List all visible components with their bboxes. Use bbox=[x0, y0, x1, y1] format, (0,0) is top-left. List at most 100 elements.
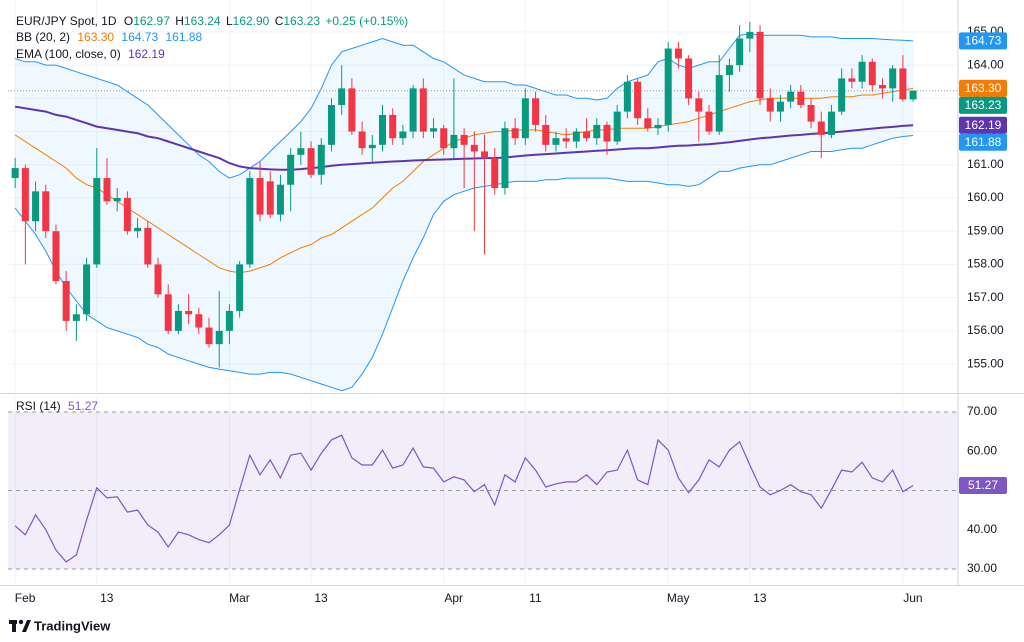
candle-body bbox=[511, 128, 519, 139]
candle-body bbox=[766, 98, 774, 112]
candle-body bbox=[246, 178, 254, 265]
candle-body bbox=[62, 281, 70, 321]
candle-body bbox=[827, 111, 835, 135]
candle-body bbox=[409, 88, 417, 132]
candle-body bbox=[776, 101, 784, 112]
candle-body bbox=[358, 131, 366, 149]
candle-body bbox=[787, 91, 795, 102]
indicator-line bbox=[14, 135, 914, 392]
price-badge bbox=[959, 96, 1007, 114]
price-badge bbox=[959, 32, 1007, 50]
candle-body bbox=[807, 104, 815, 122]
price-badge-label: 164.73 bbox=[965, 34, 1002, 48]
candle-body bbox=[552, 138, 560, 145]
candle-body bbox=[52, 231, 60, 282]
candle-body bbox=[236, 264, 244, 311]
logo-part bbox=[18, 619, 24, 625]
candle-body bbox=[195, 314, 203, 328]
candle-body bbox=[583, 131, 591, 139]
indicator-value: 51.27 bbox=[68, 399, 98, 413]
candle-body bbox=[481, 151, 489, 159]
candle-body bbox=[736, 38, 744, 66]
candle-body bbox=[378, 114, 386, 145]
x-tick-label: 13 bbox=[753, 591, 767, 605]
indicator-value: 163.30 bbox=[77, 30, 114, 44]
indicator-value: 161.88 bbox=[165, 30, 202, 44]
candle-body bbox=[287, 154, 295, 185]
candle-body bbox=[664, 48, 672, 125]
candle-body bbox=[338, 88, 346, 105]
candle-body bbox=[858, 61, 866, 82]
x-tick-label: 13 bbox=[100, 591, 114, 605]
price-badge-label: 161.88 bbox=[965, 135, 1002, 149]
x-tick-label: Feb bbox=[15, 591, 36, 605]
candle-body bbox=[440, 128, 448, 149]
x-tick-label: 11 bbox=[529, 591, 542, 605]
candle-body bbox=[797, 91, 805, 105]
ema-legend: EMA (100, close, 0) 162.19 bbox=[16, 47, 165, 61]
price-badge-label: 163.30 bbox=[965, 81, 1002, 95]
candle-body bbox=[225, 310, 233, 331]
candle-body bbox=[746, 31, 754, 39]
candle-body bbox=[756, 31, 764, 99]
candle-body bbox=[848, 78, 856, 82]
candle-body bbox=[42, 191, 50, 232]
ohlc-key: C bbox=[275, 14, 284, 28]
candle-body bbox=[164, 294, 172, 331]
candle-body bbox=[878, 85, 886, 89]
y-tick-label: 159.00 bbox=[967, 223, 1004, 237]
y-tick-label: 70.00 bbox=[967, 404, 997, 418]
candle-body bbox=[72, 314, 80, 321]
candle-body bbox=[623, 81, 631, 112]
candle-body bbox=[450, 134, 458, 149]
candle-body bbox=[174, 310, 182, 331]
candle-body bbox=[470, 144, 478, 152]
logo-part bbox=[12, 620, 16, 632]
candle-body bbox=[654, 124, 662, 129]
indicator-name: BB (20, 2) bbox=[16, 30, 70, 44]
chart-title: EUR/JPY Spot, 1D bbox=[16, 14, 117, 28]
y-tick-label: 60.00 bbox=[967, 443, 997, 457]
candle-body bbox=[317, 144, 325, 175]
candle-body bbox=[430, 128, 438, 132]
ohlc-value: 163.23 bbox=[283, 14, 320, 28]
candle-body bbox=[868, 61, 876, 86]
candle-body bbox=[276, 184, 284, 215]
indicator-name: EMA (100, close, 0) bbox=[16, 47, 121, 61]
candle-body bbox=[542, 124, 550, 145]
candle-body bbox=[154, 264, 162, 295]
candle-body bbox=[715, 75, 723, 132]
y-tick-label: 30.00 bbox=[967, 561, 997, 575]
candle-body bbox=[32, 191, 40, 222]
candle-body bbox=[307, 148, 315, 175]
candle-body bbox=[491, 158, 499, 189]
candle-body bbox=[572, 131, 580, 142]
rsi-legend: RSI (14) 51.27 bbox=[16, 399, 98, 413]
price-badge bbox=[959, 477, 1007, 495]
y-tick-label: 158.00 bbox=[967, 257, 1004, 271]
candle-body bbox=[685, 58, 693, 99]
main-layer bbox=[8, 21, 958, 563]
candle-body bbox=[644, 118, 652, 129]
candle-body bbox=[501, 128, 509, 189]
candle-body bbox=[348, 88, 356, 132]
candle-body bbox=[521, 98, 529, 139]
x-tick-label: 13 bbox=[314, 591, 328, 605]
candle-body bbox=[817, 121, 825, 135]
candle-body bbox=[532, 98, 540, 125]
ohlc-key: L bbox=[226, 14, 233, 28]
candle-body bbox=[144, 227, 152, 265]
brand: TradingView bbox=[9, 618, 111, 633]
y-tick-label: 160.00 bbox=[967, 190, 1004, 204]
candle-body bbox=[297, 148, 305, 155]
candle-body bbox=[103, 178, 111, 202]
ohlc-key: H bbox=[175, 14, 184, 28]
candle-body bbox=[613, 111, 621, 142]
candle-body bbox=[899, 68, 907, 100]
y-tick-label: 156.00 bbox=[967, 323, 1004, 337]
candle-body bbox=[256, 178, 264, 215]
y-tick-label: 157.00 bbox=[967, 290, 1004, 304]
bb-legend: BB (20, 2) 163.30 164.73 161.88 bbox=[16, 30, 202, 44]
ohlc-value: 162.97 bbox=[133, 14, 170, 28]
